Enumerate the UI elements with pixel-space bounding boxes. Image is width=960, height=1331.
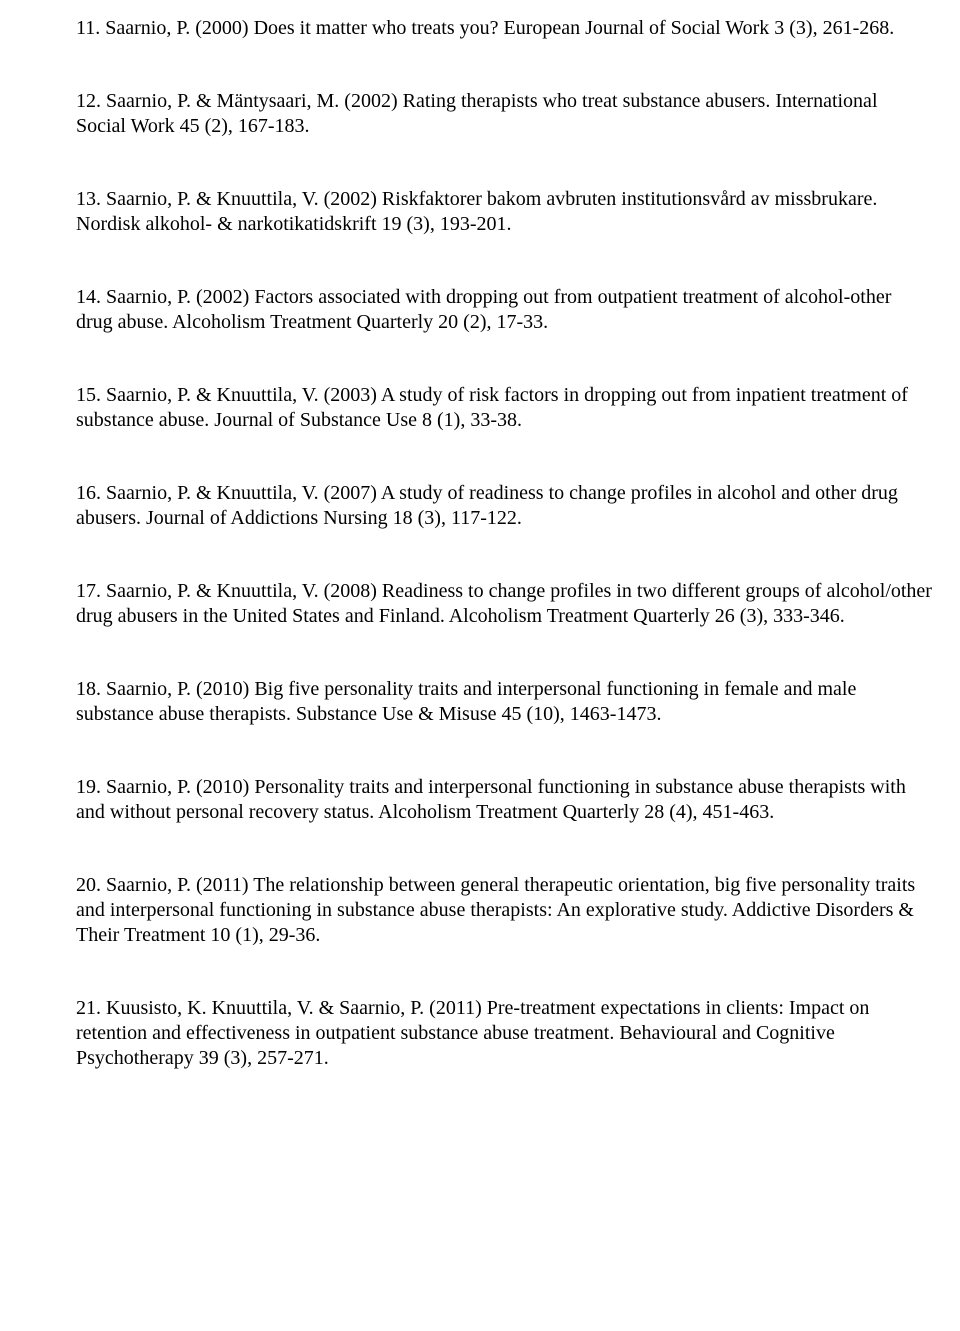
reference-item: 12. Saarnio, P. & Mäntysaari, M. (2002) … xyxy=(76,89,932,139)
reference-item: 17. Saarnio, P. & Knuuttila, V. (2008) R… xyxy=(76,579,932,629)
reference-item: 15. Saarnio, P. & Knuuttila, V. (2003) A… xyxy=(76,383,932,433)
reference-item: 21. Kuusisto, K. Knuuttila, V. & Saarnio… xyxy=(76,996,932,1071)
reference-item: 18. Saarnio, P. (2010) Big five personal… xyxy=(76,677,932,727)
reference-item: 20. Saarnio, P. (2011) The relationship … xyxy=(76,873,932,948)
reference-item: 19. Saarnio, P. (2010) Personality trait… xyxy=(76,775,932,825)
bibliography-container: 11. Saarnio, P. (2000) Does it matter wh… xyxy=(76,16,932,1071)
reference-item: 14. Saarnio, P. (2002) Factors associate… xyxy=(76,285,932,335)
reference-item: 11. Saarnio, P. (2000) Does it matter wh… xyxy=(76,16,932,41)
reference-item: 13. Saarnio, P. & Knuuttila, V. (2002) R… xyxy=(76,187,932,237)
reference-item: 16. Saarnio, P. & Knuuttila, V. (2007) A… xyxy=(76,481,932,531)
